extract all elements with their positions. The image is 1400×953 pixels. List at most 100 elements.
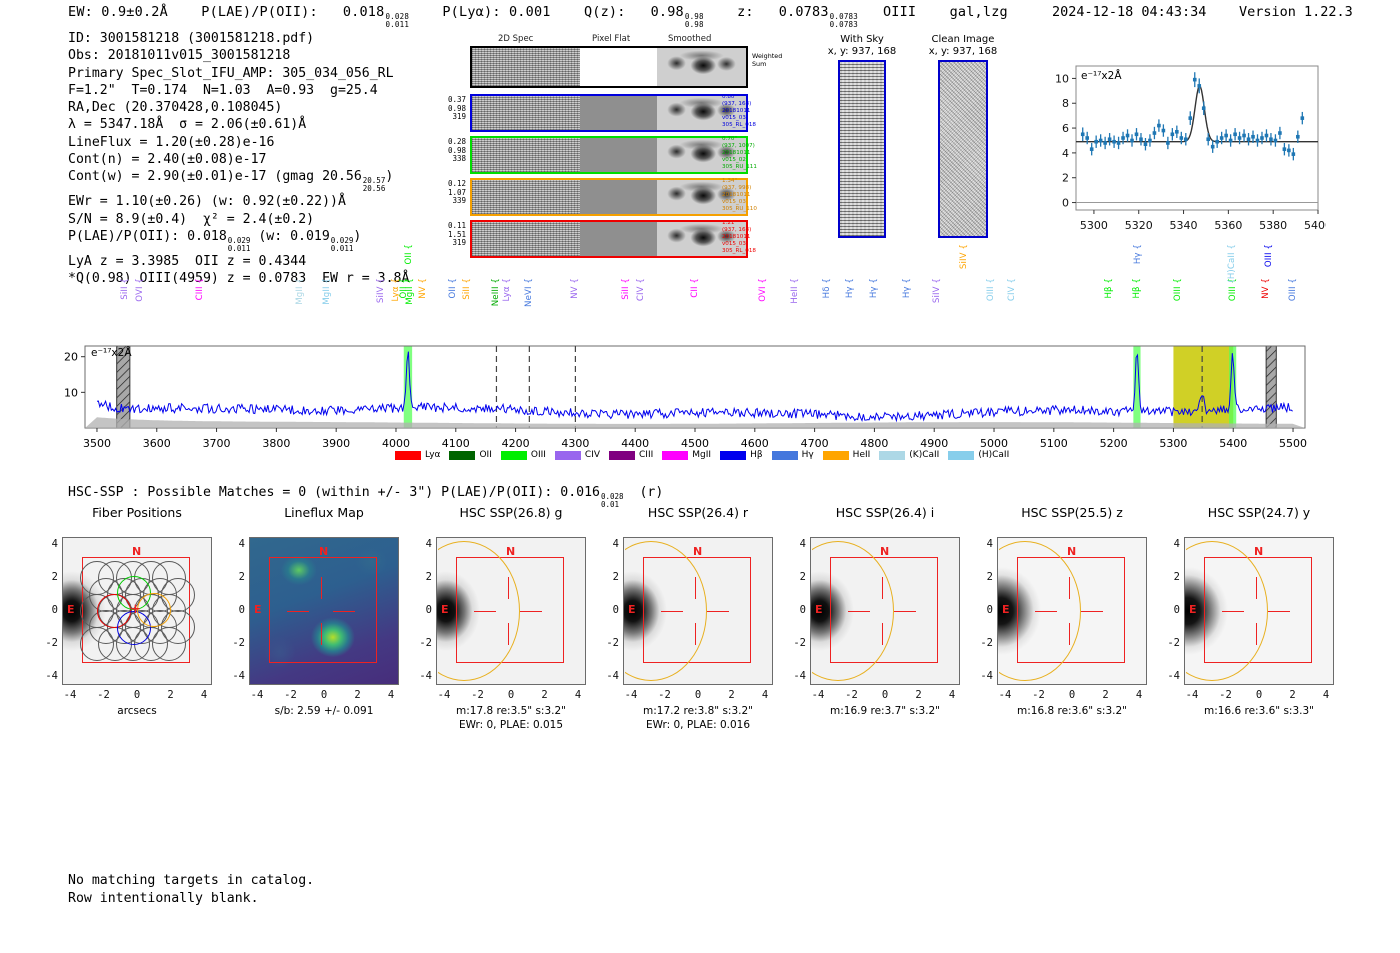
spectrum-line-label-nv-36: NV {	[1261, 278, 1272, 299]
header-qz-label: Q(z):	[583, 4, 626, 20]
legend-label: Lyα	[425, 450, 441, 460]
spec2d-col-title-smoothed: Smoothed	[668, 34, 712, 44]
svg-text:8: 8	[1062, 97, 1069, 110]
panel-caption2-2: EWr: 0, PLAE: 0.015	[458, 719, 564, 731]
spec2d-cell-pixelflat	[580, 222, 658, 256]
spectrum-line-label-ciii-2: CIII {	[194, 278, 205, 301]
spec2d-row1-xy: (937, 168)	[722, 101, 752, 108]
spec2d-row1-ifu: 305_RL_018	[722, 122, 756, 129]
source-info-block: ID: 3001581218 (3001581218.pdf) Obs: 201…	[68, 30, 409, 288]
legend-label: HeII	[852, 450, 871, 460]
crosshair-right-2	[520, 611, 542, 613]
svg-text:4600: 4600	[741, 437, 769, 450]
info-plae-w-lo: 0.011	[330, 243, 354, 253]
emission-line-profile-plot: 0 2 4 6 8 10 5300 5320 5340 5360 5380 5400 e⁻¹⁷x2Å	[1036, 52, 1332, 252]
info-obs: Obs: 20181011v015_3001581218	[68, 48, 291, 64]
crosshair-right-1	[333, 611, 355, 613]
panel-6-xtick: -4	[1185, 689, 1199, 701]
spectrum-line-label-siii-17: SiII {	[620, 278, 631, 300]
legend-swatch	[554, 450, 581, 460]
panel-title-0: Fiber Positions	[92, 505, 182, 520]
panel-1-ytick: -4	[232, 670, 245, 682]
svg-text:5000: 5000	[980, 437, 1008, 450]
legend-item-heii: HeII	[822, 450, 871, 460]
legend-swatch	[449, 450, 476, 460]
panel-4-xtick: 0	[881, 689, 889, 701]
legend-swatch	[662, 450, 689, 460]
panel-caption-4: m:16.9 re:3.7" s:3.2"	[830, 705, 940, 717]
compass-east-0: E	[67, 603, 75, 616]
panel-1-xtick: -2	[284, 689, 297, 701]
info-best-solution: *Q(0.98) OIII(4959) z = 0.0783 EW r = 3.…	[68, 271, 410, 287]
spectrum-line-label-ovi-20: OVI {	[758, 278, 769, 302]
panel-title-2: HSC SSP(26.8) g	[459, 505, 563, 520]
legend-label: OIII	[530, 450, 546, 460]
panel-2-xtick: 2	[541, 689, 548, 701]
fiber-circle[interactable]	[152, 626, 187, 661]
legend-swatch	[948, 450, 975, 460]
spec2d-cell-smoothed	[657, 96, 746, 130]
legend-item-ciii: CIII	[609, 450, 653, 460]
panel-caption-3: m:17.2 re:3.8" s:3.2"	[643, 705, 753, 717]
panel-4-xtick: 2	[915, 689, 922, 701]
info-gmag-hi: 20.57	[362, 176, 386, 186]
spec2d-row1-weight: 0.37	[447, 95, 466, 104]
spec2d-row2-weight: 0.28	[447, 137, 466, 146]
compass-north-6: N	[1254, 545, 1264, 558]
spectrum-line-label-mgii-4: MgII {	[321, 278, 332, 305]
panel-title-3: HSC SSP(26.4) r	[647, 505, 749, 520]
fiber-circle-highlighted-2[interactable]	[117, 611, 151, 645]
spec2d-col-title-pixelflat: Pixel Flat	[592, 34, 631, 44]
panel-caption-6: m:16.6 re:3.6" s:3.3"	[1204, 705, 1314, 717]
panel-3-xtick: 4	[761, 689, 769, 701]
spec2d-row2-fibernum: 338	[452, 154, 466, 164]
svg-text:e⁻¹⁷x2Å: e⁻¹⁷x2Å	[1081, 69, 1122, 82]
panel-6-ytick: 0	[1173, 604, 1180, 616]
svg-text:5500: 5500	[1279, 437, 1307, 450]
panel-0-ytick: -4	[45, 670, 58, 682]
spectrum-line-label-nv-10: NV {	[418, 278, 429, 299]
info-plae: P(LAE)/P(OII): 0.018 0.029 0.011 (w: 0.019…	[68, 228, 362, 253]
crosshair-bottom-1	[321, 623, 323, 645]
spec2d-row2-left-labels: 0.28 0.98 338	[438, 137, 466, 164]
panel-2-ytick: 4	[425, 538, 432, 550]
panel-5-xtick: 2	[1102, 689, 1109, 701]
legend-item-oiii: OIII	[500, 450, 546, 460]
panel-4-xtick: -2	[845, 689, 858, 701]
panel-2-xtick: -4	[437, 689, 451, 701]
svg-text:4900: 4900	[920, 437, 948, 450]
spec2d-row4-right-labels: 1.21" (937, 168) 20181011 v015_03 305_RL…	[722, 220, 782, 255]
spectrum-line-label-ovi-1: OVI {	[135, 278, 146, 302]
info-redshifts: LyA z = 3.3985 OII z = 0.4344	[68, 253, 307, 269]
spec2d-cell-2dspec	[472, 138, 581, 172]
header-plae-lo: 0.011	[385, 20, 410, 29]
info-radec: RA,Dec (20.370428,0.108045)	[68, 100, 283, 116]
spectrum-line-label-lyα-14: Lyα {	[502, 278, 513, 302]
spec2d-row3-left-labels: 0.12 1.07 339	[438, 179, 466, 206]
legend-item-oii: OII	[449, 450, 492, 460]
panel-0-ytick: 4	[51, 538, 58, 550]
spec2d-row2-dist: 0.70"	[722, 136, 738, 142]
spec2d-cell-smoothed	[657, 138, 746, 172]
spec2d-row2-right-labels: 0.70" (937, 1007) 20181011 v015_02 305_R…	[722, 136, 782, 171]
svg-text:5380: 5380	[1259, 219, 1287, 232]
spec2d-row3-obs: v015_03	[722, 199, 746, 206]
footer-block: No matching targets in catalog. Row inte…	[68, 872, 314, 908]
svg-text:3800: 3800	[262, 437, 290, 450]
fiber-circle-highlighted-3[interactable]	[137, 593, 171, 627]
panel-image-1[interactable]	[249, 537, 399, 685]
header-version: Version 1.22.3	[1238, 4, 1353, 20]
spec2d-cell-smoothed	[657, 48, 746, 86]
compass-east-1: E	[254, 603, 262, 616]
spectrum-line-label-oii-11: OII {	[448, 278, 459, 299]
header-timestamp-block: 2024-12-18 04:43:34 Version 1.22.3	[1052, 4, 1353, 20]
panel-1-xtick: 4	[387, 689, 395, 701]
spectrum-line-label-hγ-24: Hγ {	[869, 278, 880, 299]
svg-text:4300: 4300	[561, 437, 589, 450]
clean-image-title: Clean Image	[931, 34, 995, 45]
spec2d-row-fiber-1	[470, 94, 748, 132]
svg-text:5400: 5400	[1219, 437, 1247, 450]
svg-text:5320: 5320	[1125, 219, 1153, 232]
svg-text:0: 0	[1062, 197, 1069, 210]
